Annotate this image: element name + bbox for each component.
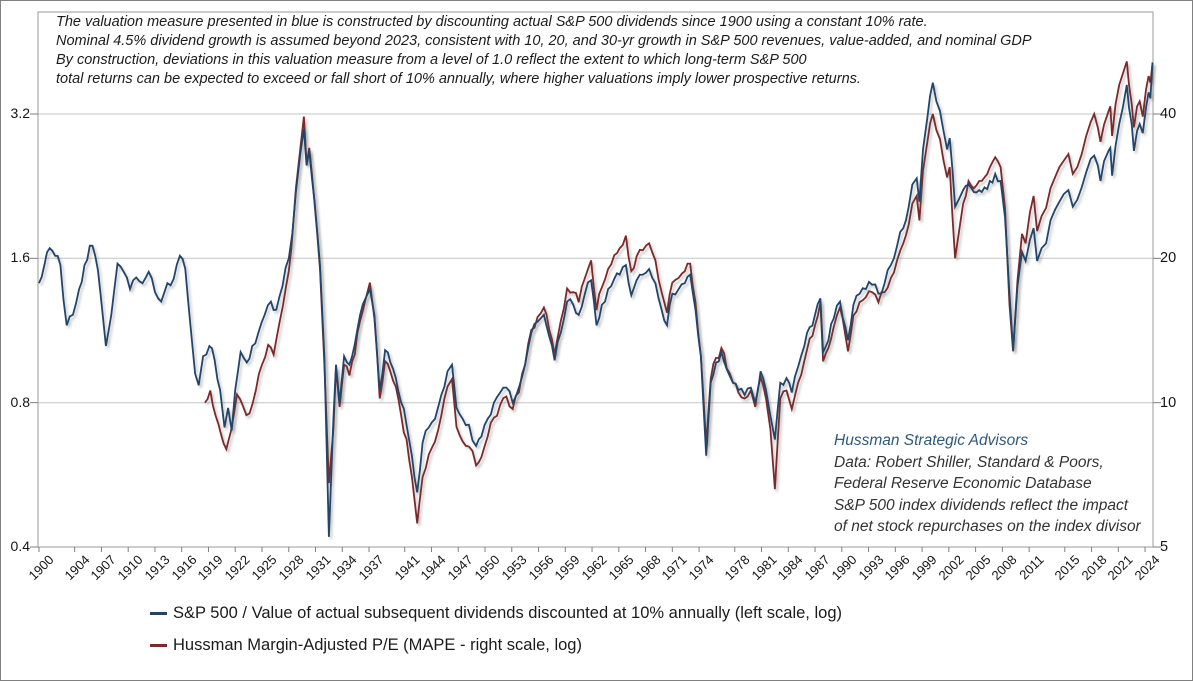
left-axis-tick-label: 0.4 (10, 538, 30, 554)
source-note-line-1: Data: Robert Shiller, Standard & Poors, (834, 453, 1104, 471)
source-note-line-3: S&P 500 index dividends reflect the impa… (834, 496, 1129, 514)
series-line-mape (204, 61, 1154, 524)
right-axis-tick-label: 20 (1160, 250, 1177, 267)
annotation-line-1: The valuation measure presented in blue … (56, 14, 928, 30)
legend-item-mape: Hussman Margin-Adjusted P/E (MAPE - righ… (150, 634, 842, 657)
annotation-line-2: Nominal 4.5% dividend growth is assumed … (56, 33, 1032, 49)
right-axis-tick-label: 40 (1160, 106, 1177, 122)
source-note-line-2: Federal Reserve Economic Database (834, 475, 1092, 492)
left-axis-tick-label: 1.6 (10, 249, 30, 266)
left-axis-tick-label: 0.8 (10, 393, 30, 410)
legend-swatch-red (150, 644, 167, 647)
legend-label-sp500-dividend-discount: S&P 500 / Value of actual subsequent div… (173, 604, 842, 622)
right-axis-tick-label: 5 (1160, 539, 1169, 555)
legend-swatch-blue (150, 612, 167, 615)
series-line-sp500-dividend-discount (38, 62, 1154, 537)
legend-item-sp500-dividend-discount: S&P 500 / Value of actual subsequent div… (150, 602, 842, 625)
legend-label-mape: Hussman Margin-Adjusted P/E (MAPE - righ… (173, 636, 582, 654)
plot-border (37, 11, 1154, 548)
annotation-line-3: By construction, deviations in this valu… (56, 52, 807, 68)
legend: S&P 500 / Value of actual subsequent div… (150, 602, 842, 666)
source-note: Hussman Strategic Advisors Data: Robert … (834, 430, 1141, 538)
chart-annotation: The valuation measure presented in blue … (56, 13, 1032, 89)
right-axis-tick-label: 10 (1160, 394, 1177, 411)
annotation-line-4: total returns can be expected to exceed … (56, 71, 861, 87)
left-axis-tick-label: 3.2 (10, 105, 30, 121)
source-note-brand: Hussman Strategic Advisors (834, 432, 1029, 449)
source-note-line-4: of net stock repurchases on the index di… (834, 518, 1141, 535)
